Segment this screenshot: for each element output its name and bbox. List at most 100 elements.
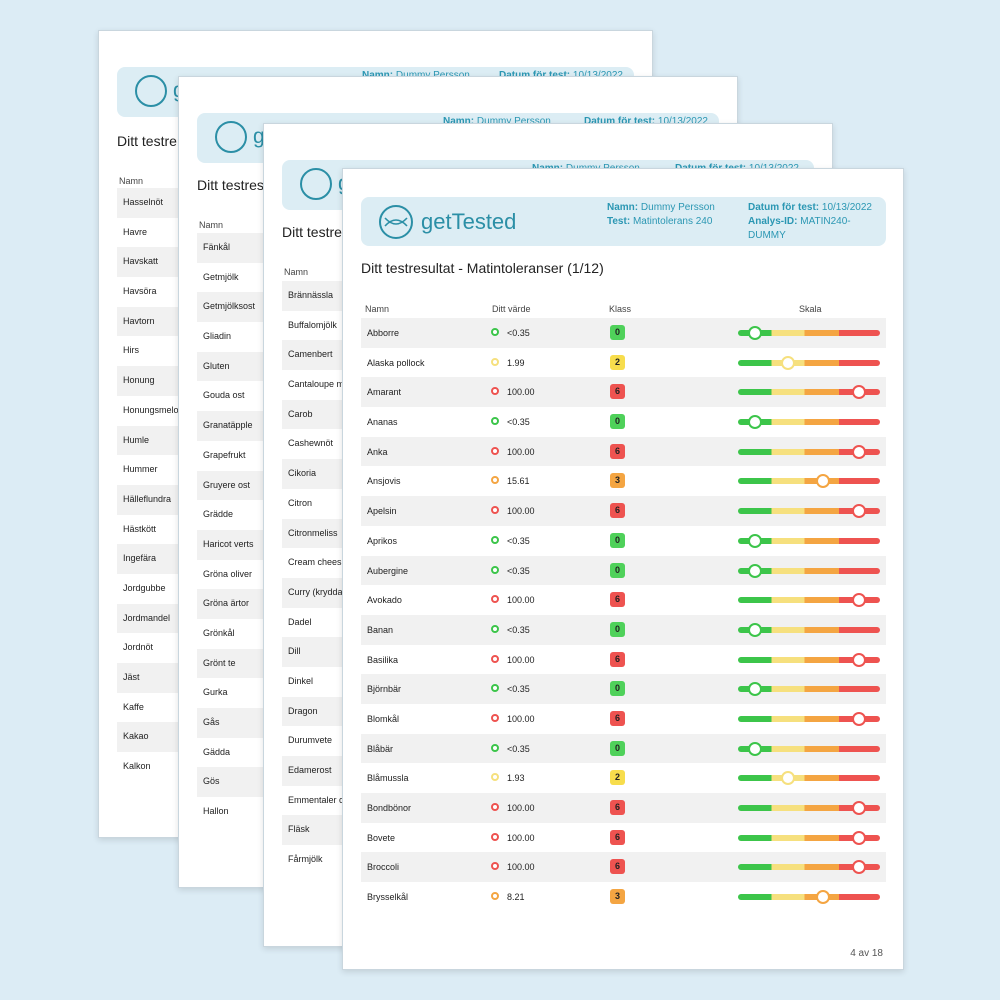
list-item: Kalkon	[123, 761, 151, 772]
status-dot-icon	[491, 476, 499, 485]
test-meta: Test: Matintolerans 240	[607, 216, 713, 227]
result-value: 1.99	[507, 357, 525, 368]
page-title: Ditt testres	[197, 177, 264, 193]
list-item: Dadel	[288, 616, 312, 627]
status-dot-icon	[491, 773, 499, 782]
scale-marker	[851, 593, 866, 608]
scale-bar	[738, 741, 880, 756]
scale-bar	[738, 355, 880, 370]
page-title: Ditt testresultat - Matintoleranser (1/1…	[361, 260, 604, 276]
brand-logo-text: getTested	[421, 209, 517, 234]
results-table-header: Namn Ditt värde Klass Skala	[361, 304, 886, 319]
scale-bar	[738, 801, 880, 815]
class-badge: 0	[610, 562, 625, 578]
result-value: <0.35	[507, 535, 530, 546]
result-value: 100.00	[507, 506, 535, 517]
list-item: Gurka	[203, 687, 228, 698]
table-row: Ananas <0.35 0	[361, 407, 886, 437]
table-row: Avokado 100.00 6	[361, 585, 886, 615]
list-item: Citron	[288, 497, 313, 508]
table-row: Aprikos <0.35 0	[361, 526, 886, 556]
status-dot-icon	[491, 328, 499, 336]
class-badge: 6	[610, 503, 625, 519]
list-item: Hirs	[123, 345, 139, 356]
food-name: Alaska pollock	[367, 357, 425, 368]
table-row: Alaska pollock 1.99 2	[361, 348, 886, 378]
result-value: <0.35	[507, 743, 530, 754]
table-row: Ansjovis 15.61 3	[361, 466, 886, 496]
list-item: Dinkel	[288, 675, 314, 686]
list-item: Grapefrukt	[203, 449, 246, 460]
dna-helix-icon	[384, 217, 408, 227]
dna-logo-icon	[215, 121, 247, 153]
class-badge: 3	[610, 473, 625, 489]
status-dot-icon	[491, 565, 499, 574]
result-value: 8.21	[507, 892, 525, 903]
scale-bar	[738, 444, 880, 459]
status-dot-icon	[491, 892, 499, 901]
status-dot-icon	[491, 654, 499, 663]
result-value: <0.35	[507, 328, 530, 338]
result-value: 15.61	[507, 476, 530, 487]
food-name: Brysselkål	[367, 892, 409, 903]
food-name: Abborre	[367, 328, 400, 338]
list-item: Hästkött	[123, 523, 157, 534]
status-dot-icon	[491, 535, 499, 544]
patient-meta: Namn: Dummy Persson Test: Matintolerans …	[607, 201, 715, 229]
scale-marker	[851, 801, 866, 815]
status-dot-icon	[491, 446, 499, 455]
table-row: Amarant 100.00 6	[361, 377, 886, 408]
column-header-scale: Skala	[799, 304, 822, 314]
scale-marker	[851, 860, 866, 875]
result-value: 100.00	[507, 832, 535, 843]
food-name: Ananas	[367, 417, 398, 428]
status-dot-icon	[491, 743, 499, 752]
table-row: Blåmussla 1.93 2	[361, 763, 886, 793]
class-badge: 6	[610, 829, 625, 845]
scale-bar	[738, 385, 880, 400]
table-row: Bondbönor 100.00 6	[361, 793, 886, 823]
scale-bar	[738, 563, 880, 578]
result-value: 1.93	[507, 773, 525, 784]
dna-logo-icon	[300, 168, 332, 200]
scale-bar	[738, 711, 880, 726]
food-name: Aprikos	[367, 535, 398, 546]
class-badge: 6	[610, 384, 625, 400]
class-badge: 6	[610, 710, 625, 726]
food-name: Blomkål	[367, 713, 400, 724]
result-value: <0.35	[507, 565, 530, 576]
date-meta: Datum för test: 10/13/2022	[499, 70, 623, 81]
table-row: Broccoli 100.00 6	[361, 852, 886, 883]
scale-bar	[738, 474, 880, 489]
status-dot-icon	[491, 624, 499, 633]
scale-marker	[780, 771, 795, 786]
scale-bar	[738, 652, 880, 667]
scale-marker	[816, 890, 831, 905]
list-item: Kaffe	[123, 701, 144, 712]
status-dot-icon	[491, 387, 499, 396]
food-name: Avokado	[367, 595, 402, 606]
food-name: Amarant	[367, 387, 402, 398]
list-item: Buffalomjölk	[288, 319, 337, 330]
table-row: Aubergine <0.35 0	[361, 555, 886, 586]
result-value: 100.00	[507, 595, 535, 606]
analysis-id-meta: Analys-ID: MATIN240-	[748, 216, 851, 227]
result-value: 100.00	[507, 387, 535, 398]
scale-marker	[780, 355, 795, 370]
list-item: Havsöra	[123, 286, 157, 297]
class-badge: 6	[610, 443, 625, 459]
scale-marker	[748, 415, 763, 430]
scale-marker	[851, 830, 866, 845]
list-item: Gouda ost	[203, 390, 245, 401]
table-row: Abborre <0.35 0	[361, 318, 886, 348]
scale-bar	[738, 622, 880, 637]
food-name: Anka	[367, 446, 388, 457]
list-item: Grädde	[203, 509, 234, 520]
food-name: Ansjovis	[367, 476, 401, 487]
list-item: Fårmjölk	[288, 854, 323, 865]
list-item: Hummer	[123, 464, 158, 475]
result-value: <0.35	[507, 624, 530, 635]
scale-marker	[816, 474, 831, 489]
scale-marker	[748, 326, 763, 340]
food-name: Blåmussla	[367, 773, 409, 784]
